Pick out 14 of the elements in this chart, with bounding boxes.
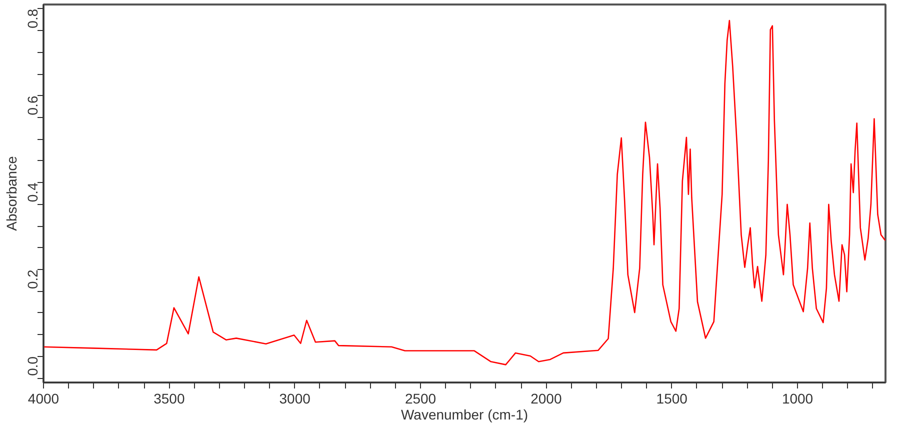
x-tick-label: 3500 [154, 390, 185, 406]
y-tick-label: 0.2 [24, 269, 40, 289]
y-tick-label: 0.0 [24, 356, 40, 376]
x-axis-title: Wavenumber (cm-1) [400, 406, 528, 422]
x-tick-label: 3000 [279, 390, 311, 406]
y-axis-title: Absorbance [4, 156, 20, 231]
x-tick-label: 1000 [782, 390, 814, 406]
y-tick-label: 0.4 [24, 182, 40, 202]
x-tick-label: 1500 [656, 390, 688, 406]
x-tick-label: 4000 [28, 390, 60, 406]
y-tick-label: 0.8 [24, 8, 40, 28]
y-tick-label: 0.6 [24, 96, 40, 116]
x-tick-label: 2500 [404, 390, 436, 406]
x-tick-label: 2000 [530, 390, 562, 406]
